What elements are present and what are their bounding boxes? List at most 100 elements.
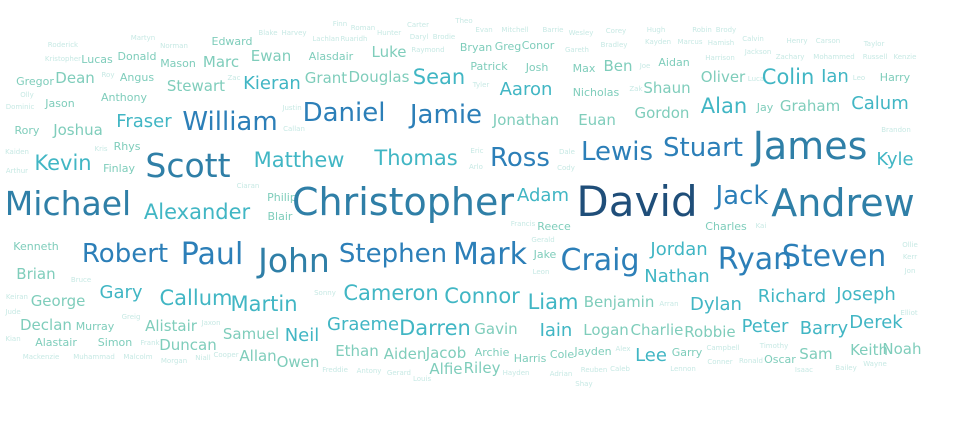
word-leo: Leo [852,74,866,83]
word-brody: Brody [715,26,737,35]
word-ciaran: Ciaran [236,182,260,191]
word-kenneth: Kenneth [13,240,59,253]
word-gerard: Gerard [386,369,411,378]
word-callum: Callum [159,285,233,310]
word-shay: Shay [575,380,593,389]
word-murray: Murray [75,320,115,333]
word-niall: Niall [195,354,211,363]
word-roderick: Roderick [47,41,79,50]
word-kyle: Kyle [876,149,914,171]
word-bailey: Bailey [835,364,857,373]
word-daniel: Daniel [302,97,386,128]
word-lachlan: Lachlan [312,35,340,44]
word-gavin: Gavin [474,319,518,338]
word-declan: Declan [20,315,72,334]
word-frank: Frank [140,339,160,348]
word-stewart: Stewart [166,76,226,95]
word-archie: Archie [474,346,510,359]
word-cody: Cody [557,164,575,173]
word-jake: Jake [533,248,557,261]
word-reuben: Reuben [580,366,608,375]
word-gareth: Gareth [565,46,589,55]
word-cole: Cole [549,348,575,361]
word-leon: Leon [532,268,550,277]
word-wayne: Wayne [863,360,887,369]
word-morgan: Morgan [160,357,188,366]
word-lennon: Lennon [670,365,696,374]
word-joe: Joe [639,62,651,71]
word-max: Max [572,62,596,75]
word-elliot: Elliot [900,309,918,318]
word-justin: Justin [282,104,302,113]
word-steven: Steven [781,239,887,275]
word-calvin: Calvin [742,35,764,44]
word-jude: Jude [5,308,21,317]
word-rory: Rory [14,124,40,137]
word-oliver: Oliver [700,67,746,86]
word-stuart: Stuart [663,132,743,163]
word-arthur: Arthur [5,167,29,176]
word-sonny: Sonny [314,289,336,298]
word-brodie: Brodie [432,33,456,42]
word-ewan: Ewan [250,46,292,65]
word-finlay: Finlay [103,162,135,175]
word-graeme: Graeme [327,314,400,336]
word-ethan: Ethan [335,341,379,360]
word-alistair: Alistair [145,316,197,335]
word-jason: Jason [45,97,75,110]
word-marc: Marc [202,52,240,71]
word-arran: Arran [659,300,679,309]
word-allan: Allan [239,346,277,365]
word-angus: Angus [119,71,155,84]
word-shaun: Shaun [643,78,691,97]
word-caleb: Caleb [610,365,630,374]
word-jayden: Jayden [574,345,612,358]
word-brian: Brian [16,264,56,283]
word-harvey: Harvey [281,29,307,38]
word-alexander: Alexander [143,199,251,224]
word-ruaridh: Ruaridh [340,35,368,44]
word-daryl: Daryl [409,33,429,42]
word-ronald: Ronald [739,357,763,366]
word-jordan: Jordan [650,239,708,261]
word-carson: Carson [815,37,841,46]
word-adam: Adam [517,185,569,207]
word-fraser: Fraser [116,111,172,133]
word-andrew: Andrew [771,180,915,225]
word-douglas: Douglas [348,67,410,86]
word-joshua: Joshua [53,120,103,139]
word-kenzie: Kenzie [893,53,917,62]
word-stephen: Stephen [338,238,448,269]
word-bruce: Bruce [70,276,92,285]
word-dean: Dean [55,68,95,87]
word-kieran: Kieran [243,73,301,95]
word-martin: Martin [230,291,298,316]
word-lucas: Lucas [81,53,113,66]
word-charles: Charles [705,220,747,233]
word-samuel: Samuel [222,324,280,343]
word-evan: Evan [475,26,493,35]
word-barrie: Barrie [542,26,564,35]
word-gregor: Gregor [16,75,54,88]
word-martyn: Martyn [130,34,156,43]
word-jaxon: Jaxon [201,319,221,328]
word-david: David [576,176,698,226]
word-dominic: Dominic [5,103,35,112]
word-aidan: Aidan [658,56,690,69]
word-roman: Roman [350,24,376,33]
word-kris: Kris [94,145,108,154]
word-patrick: Patrick [470,60,508,73]
word-keiran: Keiran [5,293,28,302]
word-kaiden: Kaiden [5,148,29,157]
word-hayden: Hayden [502,369,530,378]
word-rhys: Rhys [113,140,141,153]
word-alasdair: Alasdair [308,50,354,63]
word-william: William [182,106,278,137]
word-roy: Roy [101,71,115,80]
word-malcolm: Malcolm [123,353,153,362]
word-harris: Harris [513,352,547,365]
word-bradley: Bradley [600,41,628,50]
word-liam: Liam [527,289,579,314]
word-lee: Lee [635,345,667,367]
word-louis: Louis [413,375,432,384]
